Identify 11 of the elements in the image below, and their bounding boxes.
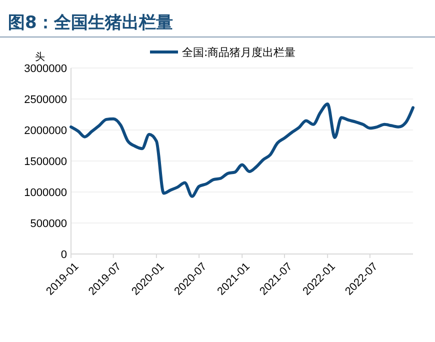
y-axis-title: 头 — [35, 51, 45, 63]
y-tick-label: 0 — [60, 249, 67, 261]
chart-title: 图8：全国生猪出栏量 — [8, 13, 173, 33]
y-tick-label: 2500000 — [24, 94, 67, 106]
y-tick-label: 1000000 — [24, 187, 67, 199]
y-tick-label: 1500000 — [24, 156, 67, 168]
y-tick-label: 3000000 — [24, 63, 67, 75]
legend-label: 全国:商品猪月度出栏量 — [182, 46, 296, 59]
y-tick-label: 500000 — [30, 218, 67, 230]
y-tick-label: 2000000 — [24, 125, 67, 137]
line-series — [70, 102, 414, 198]
